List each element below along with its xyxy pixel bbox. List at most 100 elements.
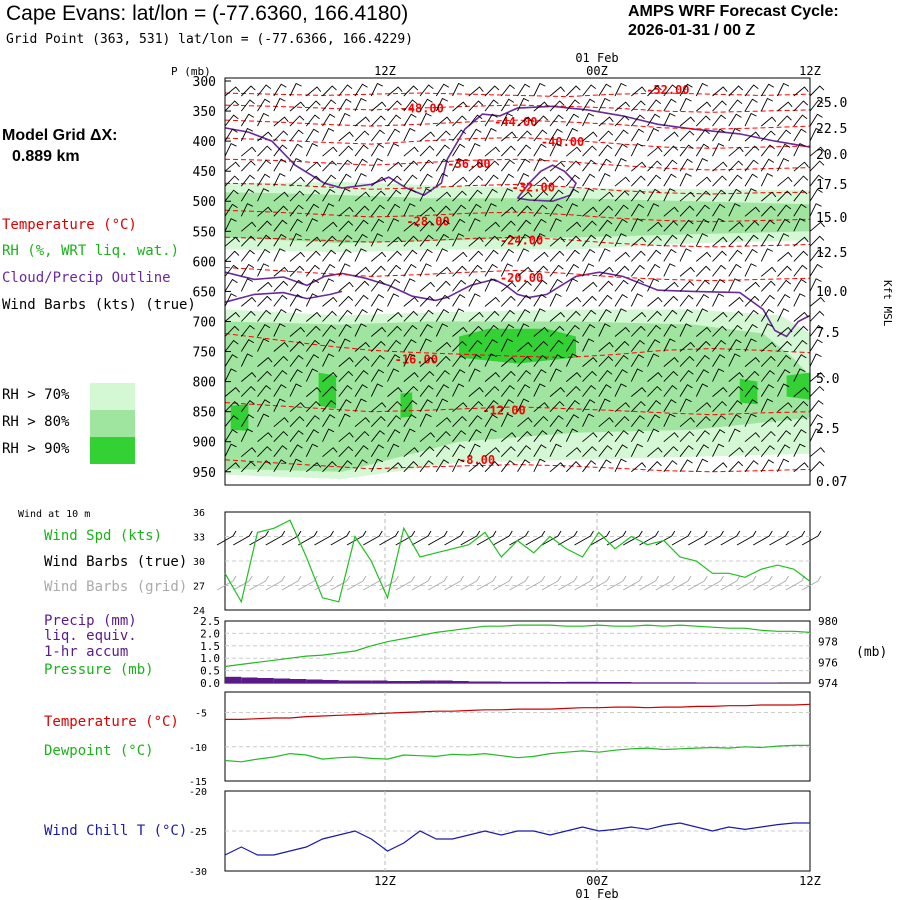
- wind-barb: [240, 160, 256, 172]
- wind-barb: [224, 100, 240, 112]
- wind-barb: [696, 402, 712, 413]
- wind-barb: [598, 369, 613, 382]
- wind-barb: [403, 353, 416, 367]
- wind-barb: [257, 338, 270, 352]
- wind-barb: [582, 356, 598, 367]
- wind-barb: [582, 112, 595, 127]
- height-tick-label: 2.5: [816, 422, 839, 437]
- wind-barb: [663, 323, 677, 337]
- wind-barb: [549, 161, 565, 172]
- wind-barb: [728, 428, 741, 442]
- wind-barb: [598, 355, 614, 367]
- wind-barb: [468, 128, 482, 142]
- wind-barb: [565, 263, 580, 277]
- wind-barb: [452, 233, 465, 247]
- wind-barb: [663, 220, 679, 232]
- height-tick-label: 17.5: [816, 178, 847, 193]
- label-precip: Precip (mm): [44, 613, 137, 629]
- wind-barb-true: [476, 530, 497, 546]
- wind-barb: [582, 446, 597, 458]
- wind-barb: [728, 339, 742, 352]
- wind-barb: [760, 430, 776, 443]
- wind-barb: [663, 446, 679, 458]
- label-temperature: Temperature (°C): [44, 714, 179, 730]
- wind-barb: [549, 100, 565, 112]
- wind-barb: [484, 324, 499, 337]
- wind-barb: [419, 356, 435, 367]
- wind-barb: [338, 295, 354, 307]
- wind-barb: [533, 233, 546, 247]
- wind-barb: [598, 308, 612, 322]
- wind-barb: [354, 445, 369, 457]
- wind-barb: [598, 459, 612, 473]
- wind-barb: [435, 323, 449, 337]
- wind-barb: [322, 85, 337, 97]
- wind-barb: [257, 145, 272, 157]
- wind-barb: [760, 323, 774, 337]
- wind-barb-grid: [541, 575, 562, 591]
- wind-barb: [500, 112, 513, 127]
- wind-barb: [435, 158, 450, 172]
- wind-barb: [565, 353, 578, 367]
- wind-barb: [354, 430, 370, 443]
- wind-barb: [598, 130, 614, 142]
- wind-barb: [387, 429, 401, 442]
- wind-barb-true: [444, 530, 464, 546]
- wind-barb: [728, 461, 744, 473]
- wind-barb: [663, 206, 679, 217]
- wind-barb: [257, 248, 271, 262]
- wind-barb: [500, 309, 515, 322]
- wind-barb: [565, 203, 578, 217]
- wind-barb: [273, 158, 287, 172]
- wind-barb: [387, 368, 400, 382]
- wind-barb-true: [249, 530, 269, 546]
- wind-barb: [679, 398, 692, 412]
- wind-barb: [403, 249, 418, 262]
- wind-barb-grid: [233, 575, 253, 591]
- wind-barb: [793, 86, 809, 97]
- wind-barb: [484, 221, 500, 232]
- height-tick-label: 15.0: [816, 211, 847, 226]
- pressure-tick-label: 400: [193, 135, 216, 150]
- wind-barb: [484, 385, 500, 397]
- wind-barb: [322, 249, 337, 262]
- wind-barb: [257, 323, 271, 337]
- wind-barb: [452, 129, 467, 142]
- isotherm-line: [224, 92, 811, 98]
- wind-barb: [500, 323, 515, 337]
- wind-barb: [289, 369, 303, 382]
- wind-barb-true: [509, 530, 529, 546]
- wind-barb: [695, 369, 710, 382]
- wind-barb: [354, 294, 369, 307]
- wind-barb-grid: [720, 575, 741, 591]
- wind-barb-grid: [623, 575, 643, 591]
- wind-barb: [712, 161, 728, 172]
- wind-barb: [614, 444, 628, 457]
- wind-barb: [305, 415, 320, 427]
- wind-barb: [452, 383, 465, 397]
- wind-barb: [517, 323, 530, 337]
- wind-barb: [793, 429, 807, 442]
- wind-barb: [419, 446, 435, 458]
- wind-barb: [501, 206, 517, 217]
- wind-barb: [663, 370, 679, 382]
- wind-barb: [679, 219, 694, 232]
- precip-bar: [501, 681, 518, 683]
- wind-barb: [403, 188, 417, 202]
- wind-barb: [663, 338, 676, 352]
- wind-barb: [501, 281, 517, 292]
- wind-barb-grid: [411, 575, 432, 591]
- wind-barb: [224, 354, 238, 367]
- wind-barb: [647, 160, 662, 172]
- wind-barb: [273, 294, 288, 307]
- wind-barb: [663, 281, 679, 292]
- isotherm-label: -36.00: [447, 157, 490, 171]
- wind-barb: [728, 203, 741, 217]
- wind-barb: [777, 444, 791, 457]
- precip-bar: [468, 681, 486, 683]
- time-label-top: 00Z: [586, 64, 608, 78]
- legend-cloud: Cloud/Precip Outline: [2, 270, 171, 286]
- wind-barb: [695, 444, 710, 457]
- wind-barb: [354, 398, 367, 412]
- wind-barb-true: [639, 530, 659, 546]
